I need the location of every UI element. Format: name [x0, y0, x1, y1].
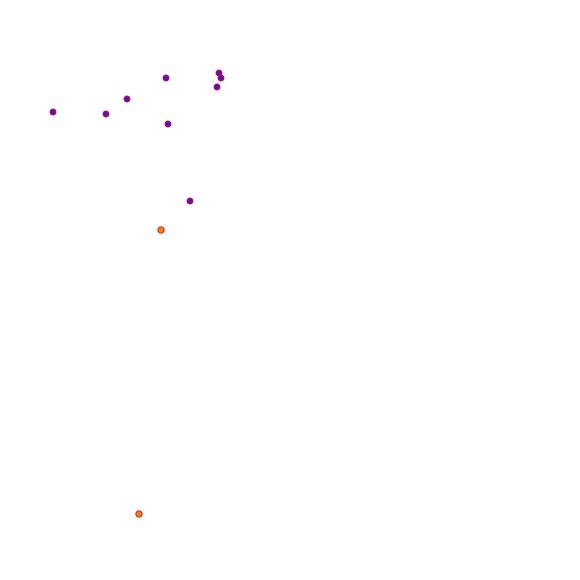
orange-point-marker[interactable]	[135, 510, 143, 518]
map-markers-layer	[49, 69, 225, 518]
blue-point-marker[interactable]	[186, 197, 194, 205]
orange-point-marker[interactable]	[157, 226, 165, 234]
blue-point-marker[interactable]	[102, 110, 110, 118]
blue-point-marker[interactable]	[217, 74, 225, 82]
blue-point-marker[interactable]	[162, 74, 170, 82]
blue-point-marker[interactable]	[123, 95, 131, 103]
blue-point-marker[interactable]	[164, 120, 172, 128]
blue-point-marker[interactable]	[213, 83, 221, 91]
blue-point-marker[interactable]	[49, 108, 57, 116]
